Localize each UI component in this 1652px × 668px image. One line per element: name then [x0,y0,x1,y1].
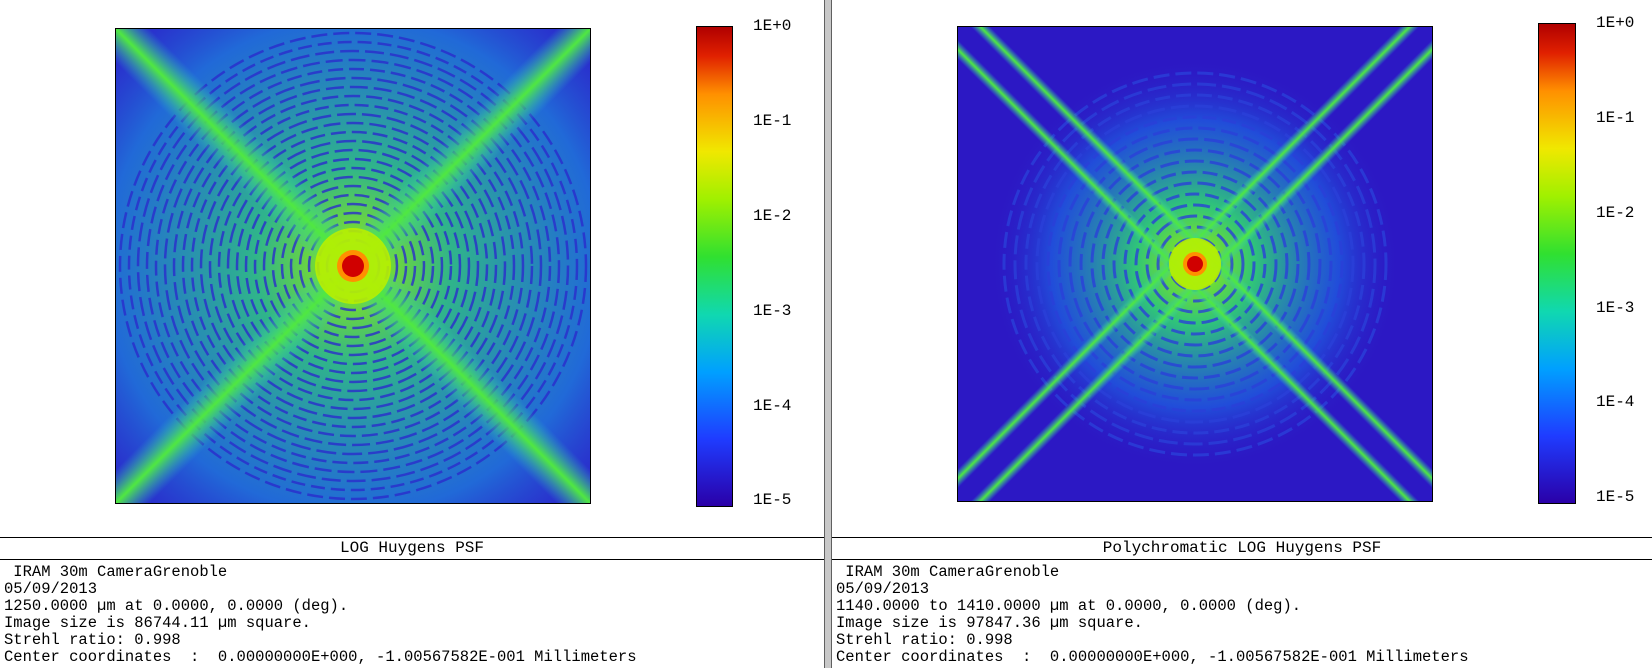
window-divider[interactable] [824,0,832,668]
info-line: Image size is 97847.36 µm square. [836,614,1143,632]
core [1187,256,1203,272]
ring [226,139,480,393]
ring [298,211,408,321]
ring [1145,214,1245,314]
ring [217,130,489,402]
plot-title: LOG Huygens PSF [0,537,824,560]
colorbar [1538,23,1576,504]
psf-image [957,26,1433,502]
ring [1035,104,1355,424]
ring [181,94,525,438]
ring [235,148,471,384]
ring [262,175,444,357]
ring [1134,203,1256,325]
ring [154,67,552,465]
ring [127,40,579,492]
plot-title: Polychromatic LOG Huygens PSF [832,537,1652,560]
ring [1090,159,1300,369]
colorbar-label: 1E-2 [753,207,792,225]
psf-window: 1E+0 1E-1 1E-2 1E-3 1E-4 1E-5 LOG Huygen… [0,0,824,668]
info-line: 1140.0000 to 1410.0000 µm at 0.0000, 0.0… [836,597,1302,615]
ring [1123,192,1267,336]
info-line: Center coordinates : 0.00000000E+000, -1… [4,648,637,666]
colorbar-label: 1E-4 [1596,393,1635,411]
colorbar-label: 1E-2 [1596,204,1635,222]
colorbar-label: 1E-5 [1596,488,1635,506]
ring [271,184,435,348]
ring [190,103,516,429]
ring [1002,71,1388,457]
info-line: Center coordinates : 0.00000000E+000, -1… [836,648,1469,666]
info-line: 05/09/2013 [4,580,98,598]
colorbar-label: 1E-1 [1596,109,1635,127]
colorbar-label: 1E+0 [753,17,792,35]
ring [280,193,426,339]
ring [1112,181,1278,347]
ring [289,202,417,330]
colorbar [696,26,733,507]
ring [1024,93,1366,435]
ring [145,58,561,474]
info-line: Image size is 86744.11 µm square. [4,614,311,632]
info-line: IRAM 30m CameraGrenoble [836,563,1060,581]
colorbar-label: 1E-5 [753,491,792,509]
ring [118,31,588,501]
colorbar-label: 1E-4 [753,397,792,415]
info-line: IRAM 30m CameraGrenoble [4,563,228,581]
ring [1101,170,1289,358]
ring [199,112,507,420]
colorbar-label: 1E-3 [1596,299,1635,317]
ring [208,121,498,411]
ring [253,166,453,366]
ring [136,49,570,483]
ring [1046,115,1344,413]
core [342,255,364,277]
ring [163,76,543,456]
ring [1057,126,1333,402]
ring [1079,148,1311,380]
ring [1068,137,1322,391]
psf-image [115,28,591,504]
info-line: Strehl ratio: 0.998 [4,631,181,649]
info-line: 1250.0000 µm at 0.0000, 0.0000 (deg). [4,597,349,615]
psf-window: 1E+0 1E-1 1E-2 1E-3 1E-4 1E-5 Polychroma… [832,0,1652,668]
colorbar-label: 1E-1 [753,112,792,130]
ring [172,85,534,447]
ring [244,157,462,375]
colorbar-label: 1E-3 [753,302,792,320]
info-line: Strehl ratio: 0.998 [836,631,1013,649]
colorbar-label: 1E+0 [1596,14,1635,32]
ring [307,220,399,312]
ring [1013,82,1377,446]
ring [1156,225,1234,303]
info-line: 05/09/2013 [836,580,930,598]
